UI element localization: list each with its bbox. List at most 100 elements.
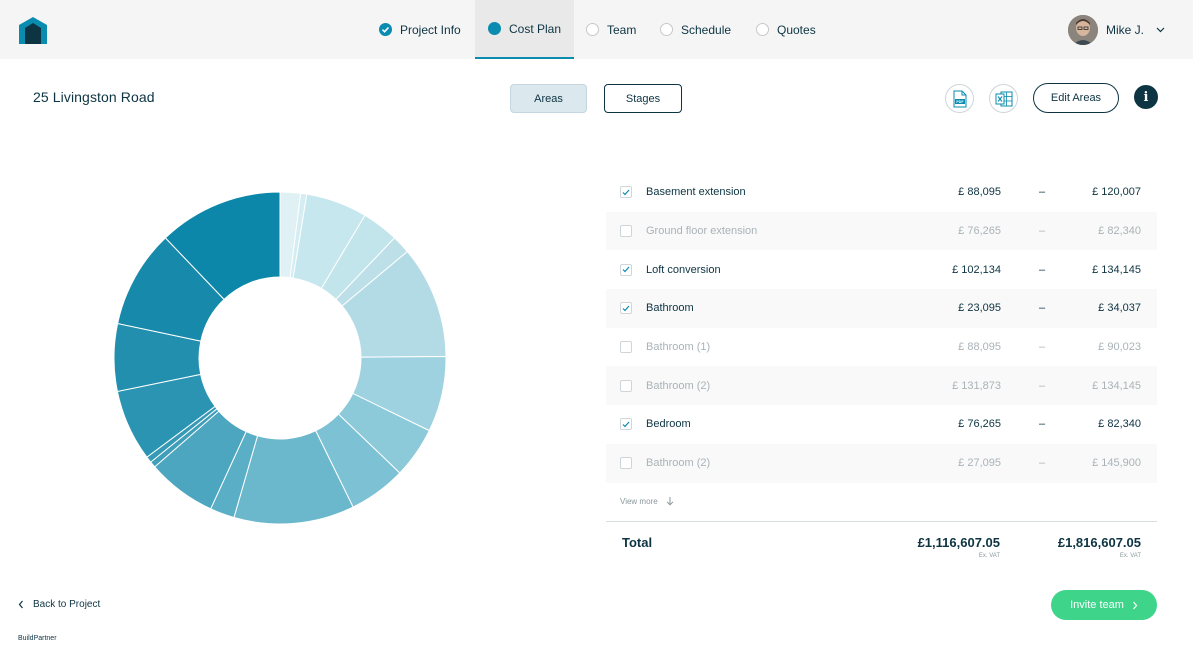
area-high-cost: £ 34,037: [1098, 302, 1141, 315]
empty-circle-icon: [586, 23, 599, 36]
area-checkbox[interactable]: [620, 225, 632, 238]
area-low-cost: £ 76,265: [958, 418, 1001, 431]
area-checkbox[interactable]: [620, 186, 632, 199]
chevron-right-icon: [1132, 601, 1138, 609]
step-cost-plan[interactable]: Cost Plan: [475, 0, 574, 59]
invite-team-button[interactable]: Invite team: [1051, 590, 1157, 620]
svg-text:PDF: PDF: [956, 100, 964, 104]
area-name: Loft conversion: [646, 263, 721, 276]
step-label: Schedule: [681, 22, 732, 37]
area-high-cost: £ 82,340: [1098, 225, 1141, 238]
buildpartner-logo-icon[interactable]: [19, 17, 47, 44]
pdf-file-icon: PDF: [953, 90, 966, 107]
user-name: Mike J.: [1105, 23, 1144, 37]
area-name: Bathroom: [646, 302, 694, 315]
table-row: Basement extension £ 88,095 – £ 120,007: [606, 173, 1157, 212]
area-name: Bathroom (2): [646, 379, 711, 392]
total-high-note: Ex. VAT: [1119, 553, 1141, 559]
table-row: Ground floor extension £ 76,265 – £ 82,340: [606, 211, 1157, 251]
check-icon: [622, 305, 630, 312]
back-label: Back to Project: [33, 599, 101, 610]
step-label: Project Info: [400, 22, 461, 37]
area-high-cost: £ 120,007: [1092, 186, 1141, 199]
table-row: Bathroom £ 23,095 – £ 34,037: [606, 289, 1157, 328]
range-dash: –: [1039, 186, 1046, 199]
divider: [606, 521, 1157, 522]
area-name: Basement extension: [646, 186, 746, 199]
range-dash: –: [1039, 225, 1046, 238]
area-high-cost: £ 134,145: [1092, 379, 1141, 392]
area-high-cost: £ 82,340: [1098, 418, 1141, 431]
area-name: Ground floor extension: [646, 225, 758, 238]
area-low-cost: £ 131,873: [952, 379, 1001, 392]
areas-toggle-button[interactable]: Areas: [510, 84, 587, 113]
total-low-value: £1,116,607.05: [917, 535, 1000, 550]
step-quotes[interactable]: Quotes: [756, 0, 816, 59]
check-icon: [622, 421, 630, 428]
step-project-info[interactable]: Project Info: [379, 0, 461, 59]
view-more-label: View more: [620, 496, 658, 506]
total-label: Total: [622, 535, 653, 550]
table-row: Bedroom £ 76,265 – £ 82,340: [606, 405, 1157, 444]
empty-circle-icon: [660, 23, 673, 36]
empty-circle-icon: [756, 23, 769, 36]
table-row: Bathroom (2) £ 131,873 – £ 134,145: [606, 366, 1157, 406]
area-checkbox[interactable]: [620, 341, 632, 354]
area-checkbox[interactable]: [620, 379, 632, 392]
area-low-cost: £ 88,095: [958, 341, 1001, 354]
area-low-cost: £ 88,095: [958, 186, 1001, 199]
info-icon[interactable]: i: [1134, 85, 1158, 109]
step-label: Quotes: [777, 22, 816, 37]
table-row: Loft conversion £ 102,134 – £ 134,145: [606, 250, 1157, 290]
top-nav: Project Info Cost Plan Team Schedule Quo…: [0, 0, 1193, 59]
table-row: Bathroom (1) £ 88,095 – £ 90,023: [606, 327, 1157, 367]
check-icon: [622, 266, 630, 273]
export-excel-button[interactable]: [989, 84, 1018, 113]
range-dash: –: [1039, 379, 1046, 392]
step-label: Team: [607, 22, 637, 37]
donut-segment[interactable]: [164, 191, 281, 301]
excel-file-icon: [995, 91, 1012, 106]
area-checkbox[interactable]: [620, 418, 632, 431]
stages-toggle-button[interactable]: Stages: [604, 84, 682, 113]
area-low-cost: £ 102,134: [952, 263, 1001, 276]
area-name: Bathroom (2): [646, 457, 711, 470]
chevron-down-icon: [1156, 27, 1165, 33]
area-checkbox[interactable]: [620, 263, 632, 276]
check-icon: [622, 189, 630, 196]
edit-areas-button[interactable]: Edit Areas: [1033, 83, 1119, 113]
area-high-cost: £ 145,900: [1092, 457, 1141, 470]
step-schedule[interactable]: Schedule: [660, 0, 731, 59]
user-menu[interactable]: Mike J.: [1067, 15, 1165, 45]
step-label: Cost Plan: [508, 21, 562, 36]
brand-footer: BuildPartner: [18, 635, 57, 642]
area-high-cost: £ 134,145: [1092, 263, 1141, 276]
invite-label: Invite team: [1070, 599, 1124, 611]
range-dash: –: [1039, 341, 1046, 354]
arrow-down-icon: [666, 497, 674, 506]
area-low-cost: £ 27,095: [958, 457, 1001, 470]
range-dash: –: [1039, 302, 1046, 315]
area-high-cost: £ 90,023: [1098, 341, 1141, 354]
area-low-cost: £ 23,095: [958, 302, 1001, 315]
area-name: Bedroom: [646, 418, 691, 431]
area-checkbox[interactable]: [620, 302, 632, 315]
range-dash: –: [1039, 457, 1046, 470]
cost-donut-chart: [113, 191, 447, 525]
range-dash: –: [1039, 263, 1046, 276]
back-to-project-link[interactable]: Back to Project: [18, 599, 100, 610]
view-more-link[interactable]: View more: [620, 496, 674, 506]
avatar: [1067, 15, 1098, 45]
table-row: Bathroom (2) £ 27,095 – £ 145,900: [606, 443, 1157, 483]
area-low-cost: £ 76,265: [958, 225, 1001, 238]
current-step-icon: [487, 22, 501, 35]
area-name: Bathroom (1): [646, 341, 711, 354]
total-high-value: £1,816,607.05: [1057, 535, 1141, 550]
total-low-note: Ex. VAT: [978, 553, 1000, 559]
page-title: 25 Livingston Road: [33, 89, 155, 105]
export-pdf-button[interactable]: PDF: [945, 84, 974, 113]
range-dash: –: [1039, 418, 1046, 431]
area-checkbox[interactable]: [620, 457, 632, 470]
areas-table: Basement extension £ 88,095 – £ 120,007 Grou…: [606, 173, 1157, 483]
step-team[interactable]: Team: [586, 0, 636, 59]
